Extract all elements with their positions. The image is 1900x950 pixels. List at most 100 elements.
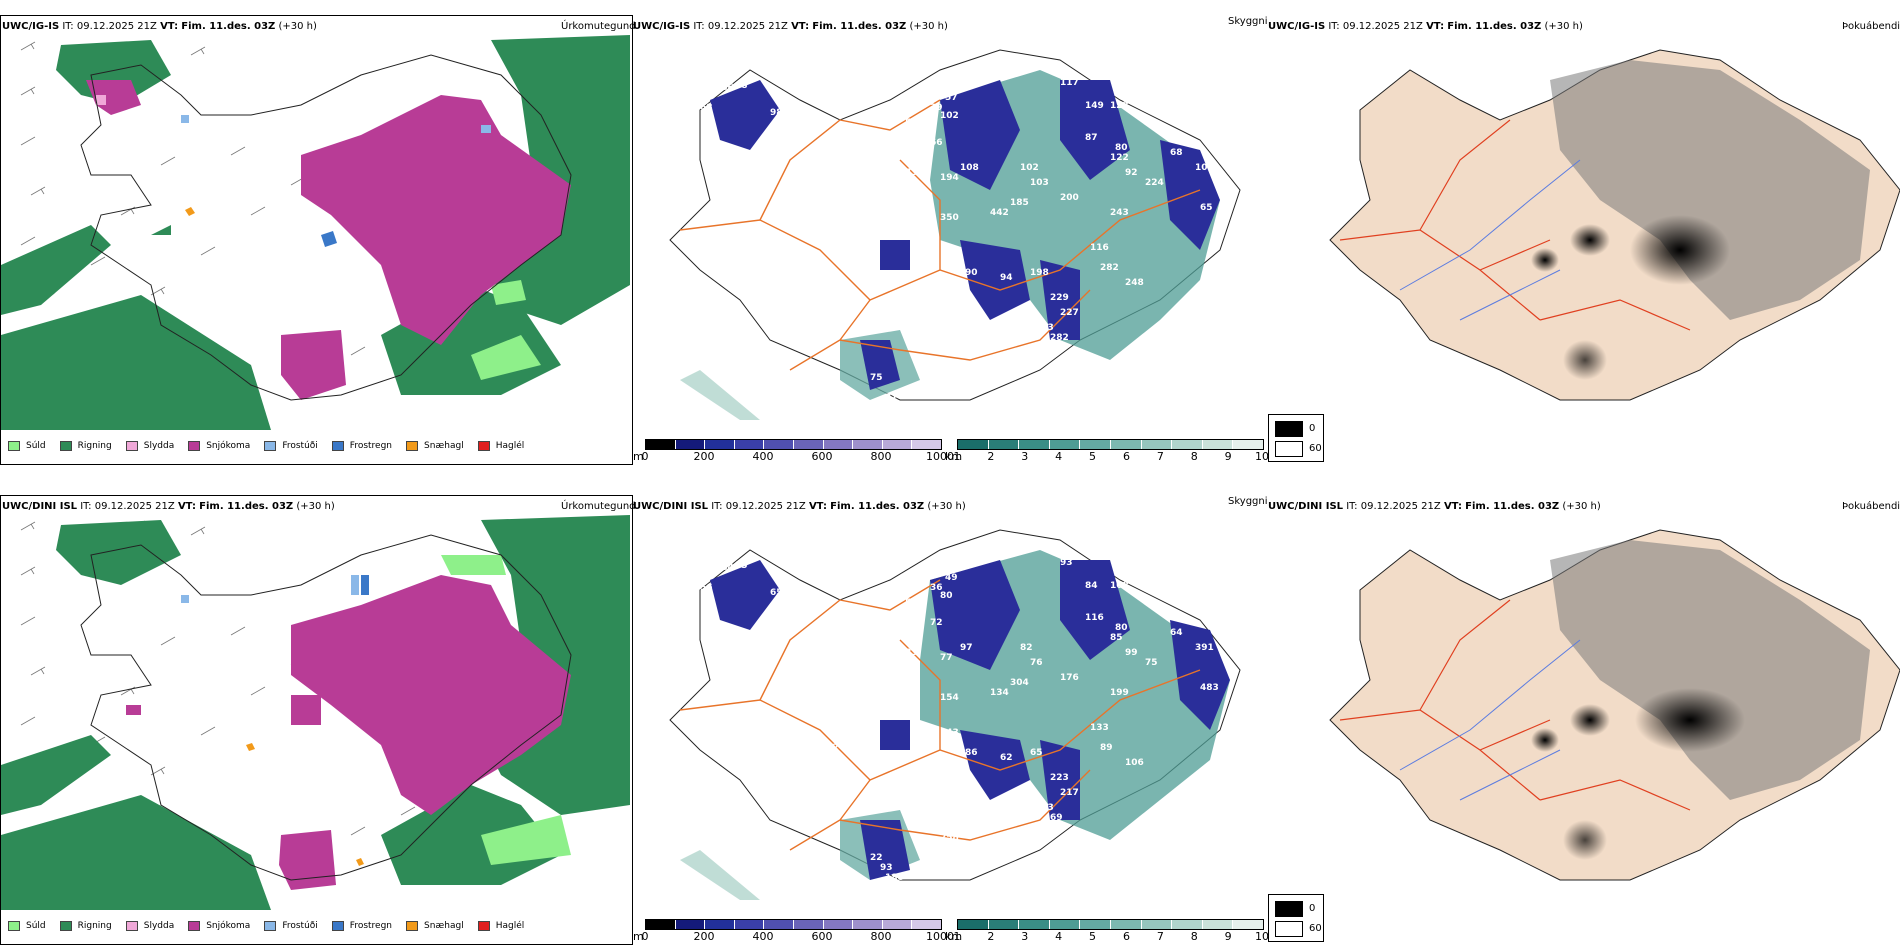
station-value: 122 [1110,153,1129,163]
precip-map [1,515,630,910]
model-name: UWC/DINI ISL [633,501,709,512]
station-value: 75 [870,373,883,383]
vis-title: Skyggni [1228,16,1268,27]
station-value: 75 [1145,658,1158,668]
lead-time: (+30 h) [296,501,335,512]
station-value: 223 [1050,773,1069,783]
colorbar-cell [646,920,676,929]
station-value: 133 [1090,723,1109,733]
station-value: 282 [1100,263,1119,273]
station-value: 134 [990,688,1009,698]
row-2: UWC/DINI ISL IT: 09.12.2025 21Z VT: Fim.… [0,480,1900,950]
station-value: 258 [940,833,959,843]
lead-time: (+30 h) [927,501,966,512]
vis-unit-km: km [945,450,963,463]
precip-map [1,35,630,430]
colorbar-tick: 4 [1055,450,1063,463]
station-value: 188 [885,873,904,883]
colorbar-cell [1172,440,1203,449]
station-value: 64 [1170,628,1183,638]
colorbar-cell [1110,440,1142,449]
model-name: UWC/DINI ISL [1268,501,1344,512]
colorbar-cell [882,440,913,449]
legend-swatch [8,921,20,931]
station-value: 178 [860,728,879,738]
colorbar-cell [675,440,706,449]
station-value: 55 [735,561,748,571]
vis-ticks-m: 0 200 400 600 800 1000 [642,450,955,464]
station-value: 57 [945,93,958,103]
station-value: 65 [770,588,783,598]
station-value: 48 [735,81,748,91]
road-network [679,579,1201,851]
station-value: 76 [1030,658,1043,668]
fog-label-low: 60 [1309,443,1322,454]
colorbar-tick: 7 [1156,930,1164,943]
station-value: 186 [715,83,734,93]
colorbar-cell [958,920,989,929]
station-value: 54 [905,598,918,608]
station-value: 93 [880,863,893,873]
station-value: 80 [900,93,913,103]
road-network [679,99,1201,371]
station-value: 80 [940,591,953,601]
colorbar-tick: 4 [1055,930,1063,943]
vis-colorbar-m [645,919,942,930]
fog-swatch-high [1275,421,1303,437]
legend-swatch [8,441,20,451]
station-value: 229 [1050,293,1069,303]
legend-swatch [188,921,201,931]
precip-legend: Súld Rigning Slydda Snjókoma Frostúði Fr… [8,441,538,451]
colorbar-tick: 400 [752,930,774,943]
colorbar-tick: 6 [1122,930,1130,943]
station-value: 85 [1110,633,1123,643]
colorbar-cell [1172,920,1203,929]
colorbar-tick: 2 [987,930,995,943]
station-value: 77 [940,653,953,663]
coastline [80,54,572,401]
colorbar-tick: 10 [1255,930,1269,943]
station-value: 217 [1060,788,1079,798]
station-value: 293 [1035,323,1054,333]
station-value: 184 [715,563,734,573]
colorbar-tick: 200 [693,450,715,463]
valid-time: Fim. 11.des. 03Z [199,501,294,512]
colorbar-cell [1233,440,1263,449]
station-value: 176 [1060,673,1079,683]
valid-time: Fim. 11.des. 03Z [1447,21,1542,32]
station-value: 199 [1110,688,1129,698]
station-value: 5 [895,108,901,118]
lead-time: (+30 h) [1544,21,1583,32]
valid-time: Fim. 11.des. 03Z [181,21,276,32]
station-value: 54 [905,118,918,128]
station-value: 90 [965,268,978,278]
colorbar-cell [988,440,1020,449]
fog-legend: 0 60 [1268,894,1324,942]
colorbar-tick: 8 [1190,930,1198,943]
colorbar-tick: 200 [693,930,715,943]
model-name: UWC/IG-IS [1268,21,1326,32]
legend-item: Slydda [125,441,174,451]
colorbar-cell [1202,440,1234,449]
colorbar-cell [1141,440,1173,449]
colorbar-cell [912,440,941,449]
station-value: 79 [960,843,973,853]
legend-swatch [406,441,419,451]
colorbar-cell [793,920,824,929]
station-value: 243 [1110,208,1129,218]
colorbar-tick: 1000 [926,450,954,463]
vis-header: UWC/DINI ISL IT: 09.12.2025 21Z VT: Fim.… [633,501,966,512]
colorbar-tick: 2 [987,450,995,463]
vis-unit-km: km [945,930,963,943]
legend-item: Snjókoma [188,441,250,451]
station-value: 93 [1060,558,1073,568]
precip-title: Úrkomutegund [561,21,636,32]
colorbar-tick: 5 [1089,930,1097,943]
precip-header: UWC/IG-IS IT: 09.12.2025 21Z VT: Fim. 11… [2,21,317,32]
legend-item: Súld [8,441,46,451]
init-time: 09.12.2025 21Z [76,21,157,32]
vis-colorbar-km [957,439,1264,450]
legend-item: Frostregn [331,921,392,931]
